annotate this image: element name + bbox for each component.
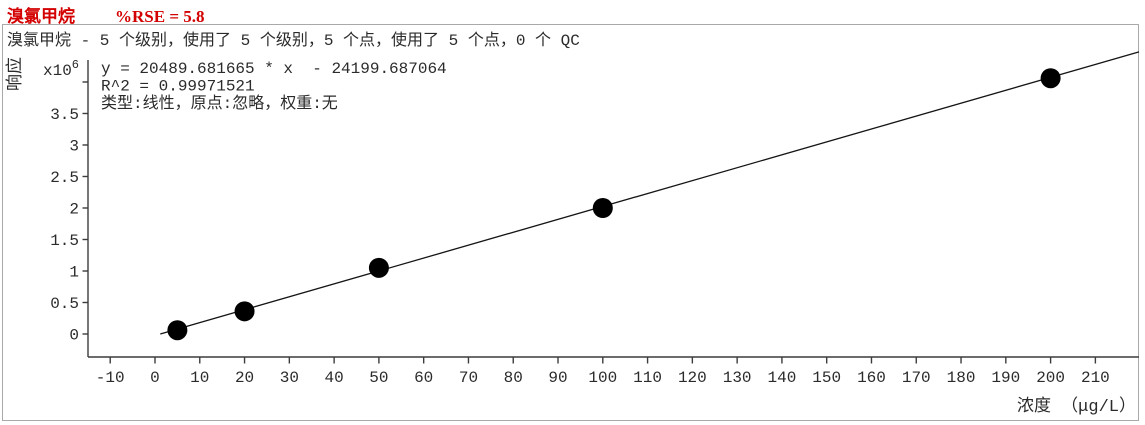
y-tick-label: 2 bbox=[69, 200, 79, 218]
x-tick-label: 180 bbox=[947, 369, 976, 387]
calibration-point[interactable] bbox=[234, 301, 255, 322]
x-tick-label: 10 bbox=[190, 369, 209, 387]
x-tick-label: 70 bbox=[459, 369, 478, 387]
x-tick-label: 140 bbox=[768, 369, 797, 387]
calibration-point[interactable] bbox=[592, 197, 613, 218]
x-tick-label: 30 bbox=[280, 369, 299, 387]
x-tick-label: 110 bbox=[633, 369, 662, 387]
x-tick-label: 0 bbox=[150, 369, 160, 387]
x-tick-label: 90 bbox=[548, 369, 567, 387]
data-group bbox=[160, 51, 1140, 341]
x-axis-title: 浓度 （μg/L） bbox=[1017, 396, 1136, 417]
x-tick-label: 80 bbox=[504, 369, 523, 387]
x-tick-label: 120 bbox=[678, 369, 707, 387]
y-tick-label: 1.5 bbox=[50, 232, 79, 250]
x-tick-label: 20 bbox=[235, 369, 254, 387]
x-tick-label: 150 bbox=[812, 369, 841, 387]
x-tick-label: 60 bbox=[414, 369, 433, 387]
fit-type: 类型:线性，原点:忽略，权重:无 bbox=[101, 94, 338, 113]
x-tick-label: 190 bbox=[991, 369, 1020, 387]
x-tick-label: 130 bbox=[723, 369, 752, 387]
x-tick-label: 100 bbox=[588, 369, 617, 387]
y-axis-multiplier: x106 bbox=[43, 58, 79, 80]
x-tick-label: 160 bbox=[857, 369, 886, 387]
y-axis-title: 响应 bbox=[5, 57, 26, 91]
calibration-summary: 溴氯甲烷 - 5 个级别，使用了 5 个级别，5 个点，使用了 5 个点，0 个… bbox=[7, 32, 580, 50]
x-tick-label: 210 bbox=[1081, 369, 1110, 387]
fit-r-squared: R^2 = 0.99971521 bbox=[101, 78, 255, 96]
compound-name: 溴氯甲烷 bbox=[7, 7, 75, 26]
y-tick-label: 2.5 bbox=[50, 169, 79, 187]
chart-title: 溴氯甲烷 %RSE = 5.8 bbox=[7, 2, 205, 26]
calibration-panel bbox=[2, 24, 1139, 421]
rse-value: %RSE = 5.8 bbox=[115, 7, 205, 26]
y-tick-label: 0 bbox=[69, 327, 79, 345]
calibration-point[interactable] bbox=[368, 257, 389, 278]
x-tick-label: -10 bbox=[96, 369, 125, 387]
x-tick-label: 40 bbox=[325, 369, 344, 387]
axes-group: -10 0 10 20 30 40 50 60 70 80 90 100 110 120 130 140 150… bbox=[50, 60, 1139, 387]
calibration-point[interactable] bbox=[1040, 68, 1061, 89]
fit-line bbox=[160, 51, 1140, 335]
x-tick-label: 170 bbox=[902, 369, 931, 387]
y-tick-label: 0.5 bbox=[50, 295, 79, 313]
y-tick-label: 3 bbox=[69, 137, 79, 155]
y-tick-label: 3.5 bbox=[50, 106, 79, 124]
y-tick-label: 1 bbox=[69, 263, 79, 281]
fit-equation: y = 20489.681665 * x - 24199.687064 bbox=[101, 60, 447, 78]
x-tick-label: 200 bbox=[1036, 369, 1065, 387]
calibration-point[interactable] bbox=[167, 320, 188, 341]
x-tick-label: 50 bbox=[369, 369, 388, 387]
